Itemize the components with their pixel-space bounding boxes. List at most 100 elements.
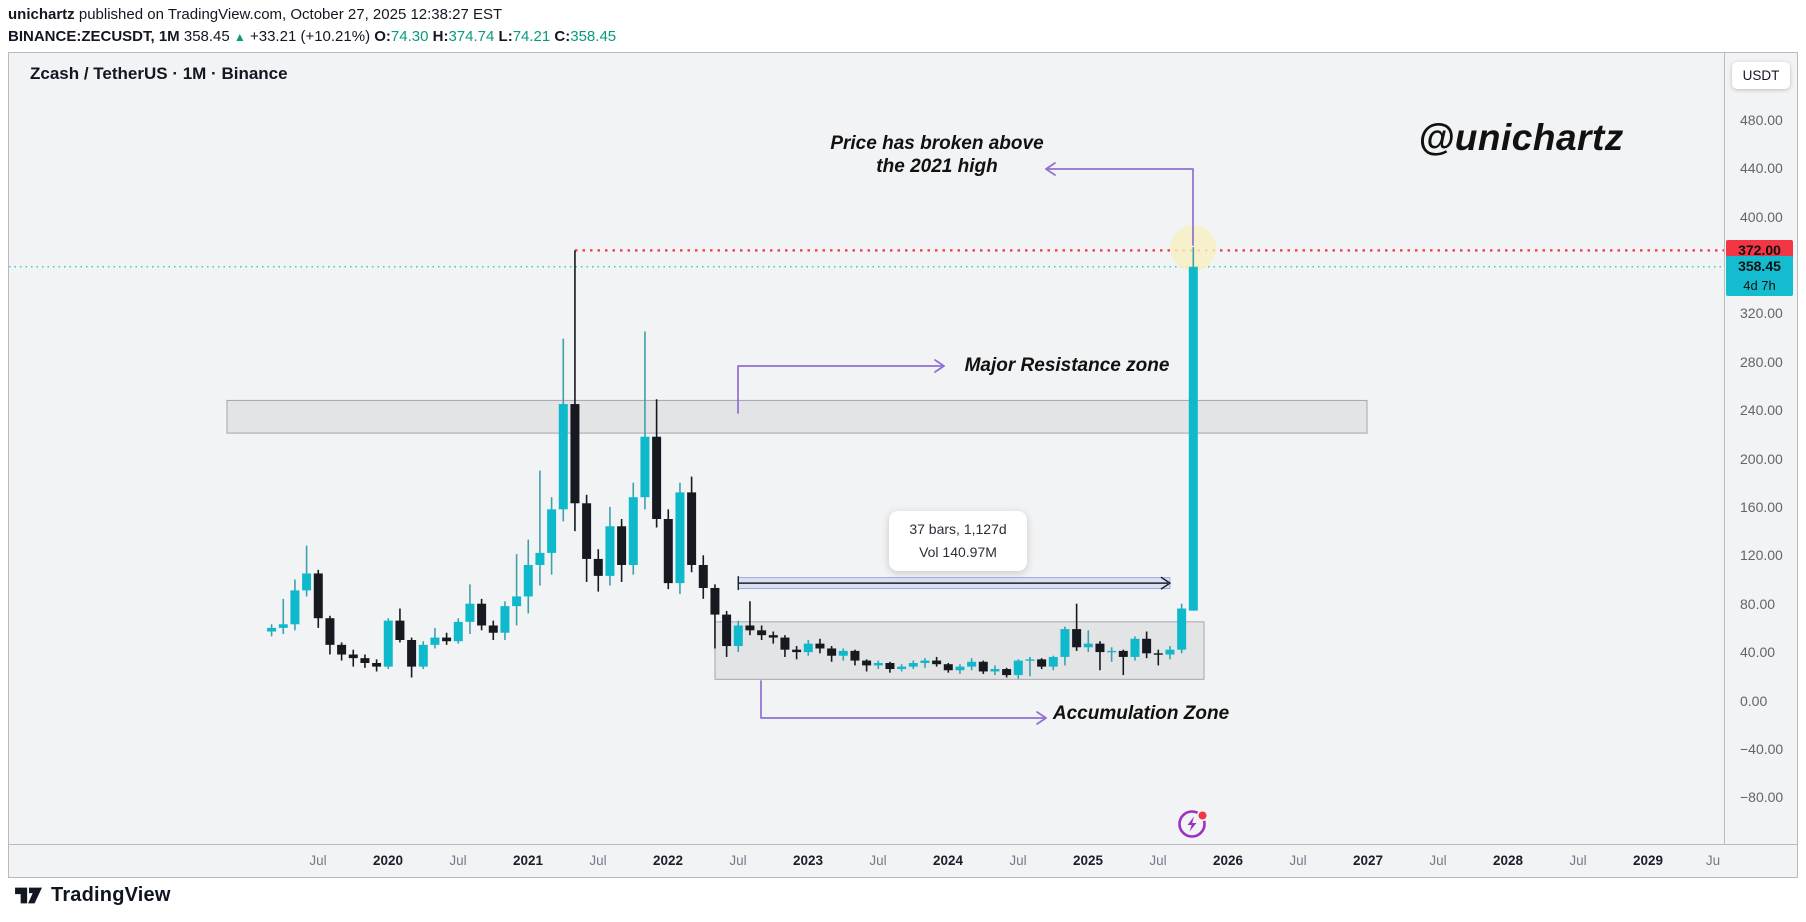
close-value: 358.45 <box>570 28 617 45</box>
candle-body <box>757 630 767 636</box>
time-label-year: 2029 <box>1632 853 1664 868</box>
candle-body <box>372 662 382 667</box>
annotation-arrow <box>737 365 945 414</box>
candle-body <box>407 640 417 667</box>
time-label-year: 2020 <box>372 853 404 868</box>
measure-tooltip: 37 bars, 1,127d Vol 140.97M <box>889 511 1027 571</box>
annotation-arrowhead <box>1045 162 1056 176</box>
price-axis[interactable]: USDT 372.00 358.45 4d 7h 480.00 440.00 400… <box>1724 53 1797 844</box>
candle-body <box>325 618 335 645</box>
candle-body <box>745 625 755 631</box>
candle-body <box>780 637 790 650</box>
tradingview-logo[interactable]: TradingView <box>14 882 171 908</box>
candle-body <box>1130 638 1140 657</box>
candle-body <box>850 650 860 661</box>
time-label-month: Jul <box>589 853 607 868</box>
bar-countdown: 4d 7h <box>1743 278 1776 294</box>
high-label: H: <box>432 28 449 45</box>
time-label-month: Jul <box>1429 853 1447 868</box>
candlestick-plot[interactable] <box>9 53 1724 844</box>
candle-body <box>1165 649 1175 655</box>
last-price: 358.45 <box>183 28 230 45</box>
candle-body <box>932 660 942 665</box>
time-label-month: Jul <box>729 853 747 868</box>
price-change: +33.21 (+10.21%) <box>249 28 371 45</box>
zone-rect <box>226 399 1368 434</box>
candle-body <box>1153 653 1163 655</box>
candle-body <box>827 648 837 656</box>
price-tick: 320.00 <box>1740 305 1783 322</box>
candle-body <box>640 436 650 498</box>
time-label-year: 2025 <box>1072 853 1104 868</box>
currency-toggle-button[interactable]: USDT <box>1732 62 1790 89</box>
candle-body <box>1072 629 1082 648</box>
annotation-resistance: Major Resistance zone <box>964 355 1170 376</box>
candle-body <box>477 603 487 626</box>
candle-body <box>1013 660 1023 676</box>
last-price-label-value: 358.45 <box>1738 258 1781 275</box>
low-value: 74.21 <box>512 28 551 45</box>
price-tick: −40.00 <box>1740 740 1784 757</box>
candle-body <box>978 661 988 672</box>
candle-body <box>1095 643 1105 653</box>
candle-body <box>582 503 592 559</box>
candle-body <box>768 635 778 638</box>
candle-body <box>442 637 452 642</box>
time-label-year: 2023 <box>792 853 824 868</box>
close-label: C: <box>554 28 571 45</box>
candle-body <box>722 614 732 647</box>
price-tick: 240.00 <box>1740 402 1783 419</box>
flash-icon[interactable] <box>1176 806 1210 840</box>
time-label-month: Jul <box>1009 853 1027 868</box>
publish-byline: unichartz published on TradingView.com, … <box>8 6 502 23</box>
candle-body <box>943 664 953 671</box>
candle-body <box>803 643 813 653</box>
candle-body <box>733 625 743 647</box>
candle-body <box>698 564 708 588</box>
time-label-month: Jul <box>309 853 327 868</box>
price-tick: 400.00 <box>1740 208 1783 225</box>
annotation-broken-above: Price has broken above the 2021 high <box>830 132 1043 178</box>
price-tick: 200.00 <box>1740 450 1783 467</box>
author-username: unichartz <box>8 6 75 23</box>
candle-body <box>360 658 370 663</box>
price-tick: 160.00 <box>1740 498 1783 515</box>
price-tick: 0.00 <box>1740 692 1768 709</box>
time-label-year: 2021 <box>512 853 544 868</box>
candle-body <box>687 492 697 565</box>
annotation-arrowhead <box>934 359 945 373</box>
candle-body <box>873 662 883 666</box>
candle-body <box>885 662 895 670</box>
candle-body <box>862 660 872 666</box>
candle-body <box>547 509 557 553</box>
candle-body <box>1025 659 1035 661</box>
publish-info: published on TradingView.com, October 27… <box>74 6 503 23</box>
candle-body <box>617 526 627 565</box>
price-label-broken-high: 372.00 <box>1726 239 1793 261</box>
candle-body <box>628 497 638 565</box>
open-label: O: <box>374 28 391 45</box>
time-label-month: Jul <box>1149 853 1167 868</box>
chart-legend-title: Zcash / TetherUS · 1M · Binance <box>30 64 288 83</box>
candle-body <box>710 587 720 615</box>
measure-tooltip-volume: Vol 140.97M <box>919 544 997 560</box>
candle-body <box>1118 650 1128 657</box>
time-label-year: 2022 <box>652 853 684 868</box>
candle-body <box>500 606 510 633</box>
candle-body <box>605 526 615 576</box>
candle-body <box>955 666 965 671</box>
time-label-year: 2024 <box>932 853 964 868</box>
time-axis[interactable]: Jul 2020 Jul 2021 Jul 2022 Jul 2023 Jul 2024 Jul 20… <box>9 844 1797 877</box>
candle-body <box>1037 659 1047 667</box>
candle-body <box>593 558 603 576</box>
annotation-accumulation: Accumulation Zone <box>1052 703 1230 724</box>
high-value: 374.74 <box>448 28 495 45</box>
low-label: L: <box>498 28 513 45</box>
candle-body <box>570 404 580 504</box>
candle-body <box>1142 638 1152 654</box>
candle-body <box>815 643 825 649</box>
candle-body <box>465 603 475 622</box>
time-label-year: 2028 <box>1492 853 1524 868</box>
time-label-month: Ju <box>1705 853 1721 868</box>
time-label-year: 2027 <box>1352 853 1384 868</box>
